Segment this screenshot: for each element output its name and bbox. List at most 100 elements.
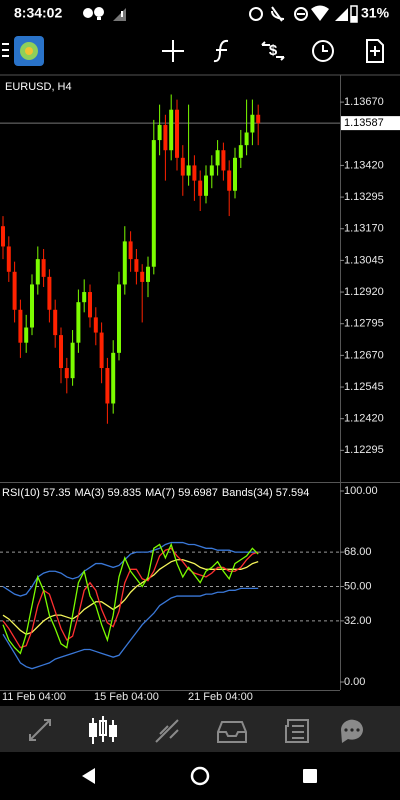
candle-body	[204, 175, 208, 196]
indicator-header: RSI(10) 57.35 MA(3) 59.835 MA(7) 59.6987 Ba…	[2, 487, 309, 499]
indicator-line	[2, 542, 259, 655]
candle-body	[128, 241, 133, 260]
candle-body	[227, 170, 232, 191]
symbol-label: EURUSD, H4	[5, 81, 72, 93]
quotes-tab[interactable]	[29, 719, 51, 741]
trade-tab[interactable]	[155, 719, 179, 743]
candle-body	[1, 226, 5, 247]
crosshair-button[interactable]	[162, 40, 184, 62]
y-tick-label: 1.12670	[344, 349, 384, 361]
y-tick-label: 1.13420	[344, 159, 384, 171]
candle-body	[76, 302, 81, 343]
symbol-button[interactable]: $	[261, 41, 285, 61]
x-tick-label: 15 Feb 04:00	[94, 691, 159, 703]
candle-body	[82, 292, 87, 303]
bottom-nav	[0, 706, 400, 752]
candle-body	[12, 271, 17, 310]
candle-body	[64, 368, 69, 379]
notification-icons	[83, 7, 126, 21]
recents-button[interactable]	[303, 769, 317, 783]
y-tick-label: 1.12295	[344, 444, 384, 456]
candle-body	[221, 150, 226, 171]
candle-body	[41, 259, 46, 277]
candle-body	[35, 259, 40, 285]
battery-level: 31%	[361, 5, 390, 21]
back-button[interactable]	[82, 768, 95, 784]
indicator-header-part: MA(3) 59.835	[74, 487, 141, 499]
candle-body	[256, 114, 261, 124]
x-tick-label: 21 Feb 04:00	[188, 691, 253, 703]
candle-body	[215, 150, 220, 166]
y-tick-label: 68.00	[344, 546, 372, 558]
candle-body	[6, 246, 11, 272]
status-bar	[0, 0, 400, 28]
y-tick-label: 32.00	[344, 615, 372, 627]
y-tick-label: 1.12795	[344, 318, 384, 330]
candle-body	[180, 157, 185, 176]
candle-body	[105, 368, 110, 404]
candle-body	[93, 317, 98, 333]
indicator-line	[2, 547, 259, 649]
y-tick-label: 100.00	[344, 485, 378, 497]
candle-body	[111, 352, 116, 404]
current-price-box	[341, 116, 400, 131]
y-tick-label: 1.12545	[344, 381, 384, 393]
y-tick-label: 1.12920	[344, 286, 384, 298]
candle-body	[134, 259, 139, 272]
timeframe-button[interactable]	[312, 40, 334, 62]
candle-body	[122, 241, 127, 285]
y-tick-label: 0.00	[344, 676, 365, 688]
indicators-button[interactable]	[213, 39, 229, 63]
x-tick-label: 11 Feb 04:00	[2, 691, 66, 703]
candle-body	[59, 335, 63, 369]
candle-body	[47, 276, 52, 310]
new-order-button[interactable]	[366, 39, 384, 63]
candle-body	[18, 309, 23, 343]
candle-body	[238, 145, 243, 158]
candle-body	[88, 292, 92, 318]
dollar-icon: $	[269, 42, 278, 59]
chart-tab[interactable]	[89, 716, 117, 744]
candle-body	[24, 327, 29, 343]
candle-body	[244, 132, 249, 146]
candle-body	[198, 180, 203, 196]
candle-body	[117, 284, 121, 353]
indicator-header-part: MA(7) 59.6987	[145, 487, 218, 499]
candle-body	[151, 140, 156, 267]
y-tick-label: 1.13295	[344, 191, 384, 203]
chat-tab[interactable]	[340, 719, 363, 743]
history-tab[interactable]	[217, 721, 247, 743]
indicator-line	[2, 541, 259, 597]
candle-body	[250, 114, 255, 133]
y-tick-label: 1.13670	[344, 96, 384, 108]
indicator-header-part: RSI(10) 57.35	[2, 487, 70, 499]
home-button[interactable]	[190, 766, 210, 786]
candle-body	[163, 124, 168, 151]
indicator-header-part: Bands(34) 57.594	[222, 487, 309, 499]
y-tick-label: 1.13045	[344, 254, 384, 266]
news-tab[interactable]	[285, 719, 309, 743]
toolbar	[0, 28, 400, 73]
candle-body	[186, 165, 191, 176]
chart-frame	[0, 74, 400, 691]
candle-body	[169, 109, 174, 151]
candle-body	[99, 332, 104, 369]
candle-body	[146, 266, 150, 282]
candle-body	[209, 165, 214, 176]
candle-body	[70, 342, 75, 379]
y-tick-label: 1.12420	[344, 413, 384, 425]
system-nav	[0, 752, 400, 800]
candle-body	[233, 157, 237, 191]
candle-body	[192, 165, 197, 181]
system-icons	[249, 5, 358, 23]
menu-button[interactable]	[2, 36, 44, 66]
candle-body	[53, 309, 58, 336]
y-tick-label: 1.13170	[344, 223, 384, 235]
candle-body	[30, 284, 34, 328]
candle-body	[157, 124, 162, 141]
indicator-line	[2, 587, 259, 670]
rsi-panel: 100.00 68.00 50.00 32.00 0.00 RSI(10) 57.35 MA…	[0, 485, 378, 688]
candle-body	[175, 109, 179, 158]
